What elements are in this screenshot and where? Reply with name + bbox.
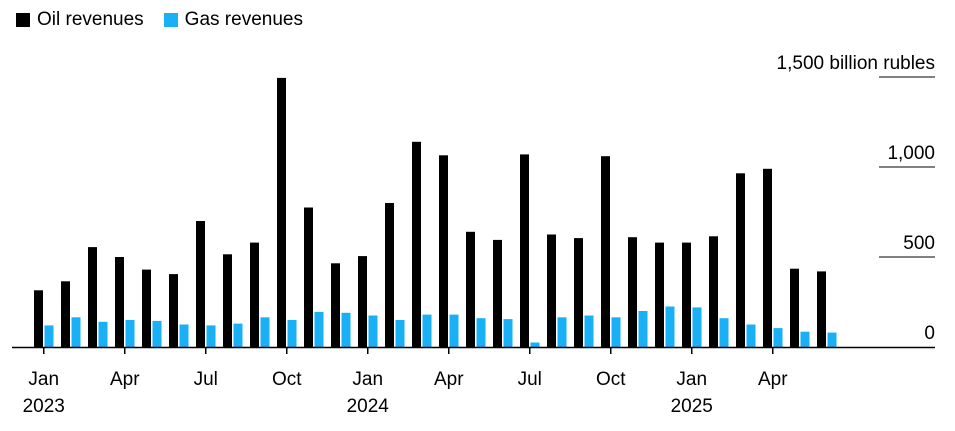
legend-item-oil: Oil revenues [16,9,144,31]
gas-bar [476,318,486,347]
x-tick-label-month: Oct [272,369,302,390]
oil-bar [547,234,556,347]
gas-bar [287,320,297,347]
gas-bar [314,311,324,347]
oil-bar [88,247,97,347]
oil-bar [466,231,475,347]
y-tick-label: 1,000 [887,143,935,164]
y-tick-label: 500 [903,233,935,254]
gas-bar [152,320,162,347]
x-tick-label-month: Jul [194,369,218,390]
gas-bar [638,311,648,347]
oil-bar [250,242,259,347]
y-tick-label: 1,500 billion rubles [777,53,935,74]
gas-bar [530,342,540,347]
gas-bar [422,314,432,347]
gas-bar [557,317,567,347]
oil-bar [655,242,664,347]
oil-bar [304,207,313,347]
gas-bar [125,320,135,347]
oil-bar [34,290,43,347]
oil-bar [682,242,691,347]
gas-bar [800,331,810,347]
gas-bar [584,315,594,347]
legend-item-gas: Gas revenues [163,9,303,31]
gas-bar [98,321,108,347]
gas-bar [746,324,756,347]
oil-bar [520,154,529,347]
legend-swatch-oil [16,13,30,27]
oil-bar [169,274,178,347]
oil-bar [736,173,745,347]
oil-bar [196,221,205,347]
oil-bar [115,257,124,347]
oil-bar [439,155,448,347]
gas-bar [206,325,216,347]
oil-bar [61,281,70,347]
oil-bar [628,237,637,347]
legend: Oil revenues Gas revenues [16,9,303,31]
oil-bar [763,168,772,347]
gas-bar [44,325,54,347]
legend-swatch-gas [163,13,178,27]
gas-bar [71,317,81,347]
x-tick-label-month: Jul [518,369,542,390]
x-tick-label-year: 2023 [23,396,65,417]
x-tick-label-month: Jan [352,369,383,390]
oil-bar [493,239,502,347]
x-tick-label-year: 2024 [347,396,390,417]
gas-bar [611,317,621,347]
x-tick-label-month: Apr [434,369,464,390]
x-tick-label-month: Apr [758,369,788,390]
legend-label-gas: Gas revenues [184,9,303,30]
gas-bar [233,323,243,347]
gas-bar [665,306,675,347]
oil-bar [358,256,367,347]
oil-bar [709,236,718,347]
x-tick-label-month: Jan [28,369,59,390]
oil-bar [412,141,421,347]
gas-bar [341,312,351,347]
oil-bar [601,156,610,347]
oil-bar [574,238,583,347]
x-tick-label-month: Jan [676,369,707,390]
gas-bar [260,317,270,347]
oil-bar [331,263,340,347]
oil-bar [142,269,151,347]
x-tick-label-month: Apr [110,369,140,390]
oil-bar [277,77,286,348]
legend-label-oil: Oil revenues [37,9,144,30]
gas-bar [368,315,378,347]
gas-bar [773,328,783,347]
gas-bar [692,307,702,347]
gas-bar [395,320,405,347]
gas-bar [827,332,837,347]
gas-bar [179,324,189,347]
oil-bar [385,203,394,347]
oil-bar [223,254,232,347]
gas-bar [503,319,513,347]
oil-bar [790,268,799,347]
x-tick-label-month: Oct [596,369,626,390]
x-tick-label-year: 2025 [671,396,713,417]
gas-bar [719,318,729,347]
y-tick-label: 0 [924,323,935,344]
oil-bar [817,271,826,347]
gas-bar [449,314,459,347]
